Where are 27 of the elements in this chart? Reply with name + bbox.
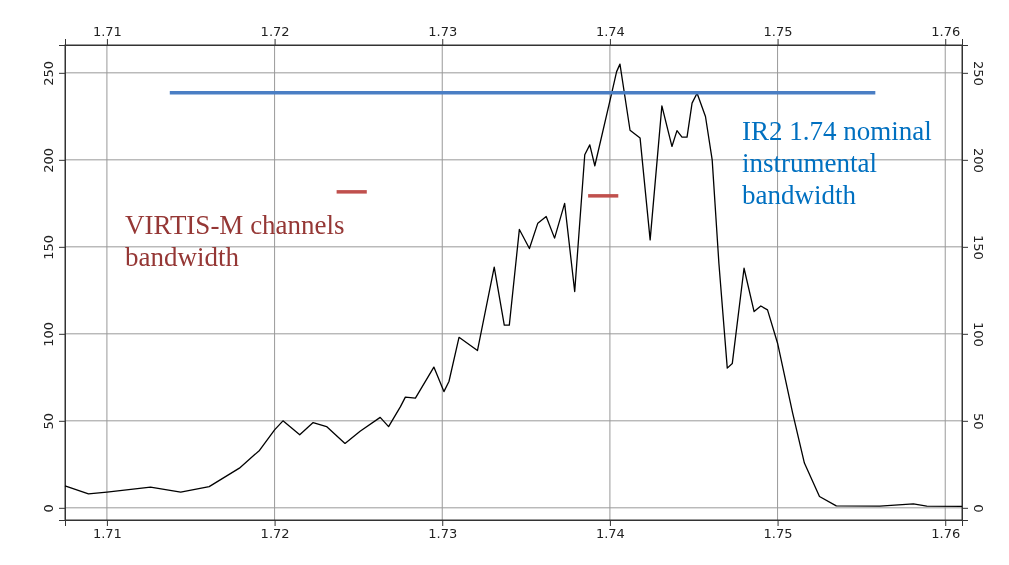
x-tick-label: 1.71 <box>92 526 122 542</box>
y-tick-label: 250 <box>41 60 56 86</box>
x2-tick-label: 1.72 <box>260 24 290 39</box>
annotation: IR2 1.74 nominal instrumental bandwidth <box>742 116 932 210</box>
x2-tick-label: 1.74 <box>595 24 625 39</box>
y2-tick-label: 250 <box>971 60 986 86</box>
y2-tick-label: 200 <box>971 147 986 173</box>
y-tick-label: 50 <box>41 413 56 430</box>
x-tick-label: 1.74 <box>595 526 625 542</box>
x-tick-label: 1.76 <box>931 526 961 542</box>
y-tick-label: 0 <box>41 504 56 513</box>
y-tick-label: 150 <box>41 234 56 260</box>
line-series <box>64 63 963 508</box>
y2-tick-label: 100 <box>971 321 986 347</box>
x-tick-label: 1.73 <box>428 526 458 542</box>
x-tick-label: 1.75 <box>763 526 793 542</box>
annotation: VIRTIS-M channels bandwidth <box>125 210 345 272</box>
x-tick-label: 1.72 <box>260 526 290 542</box>
x2-tick-label: 1.76 <box>931 24 961 39</box>
x2-tick-label: 1.73 <box>428 24 458 39</box>
y-tick-label: 200 <box>41 147 56 173</box>
x2-tick-label: 1.75 <box>763 24 793 39</box>
y-tick-label: 100 <box>41 321 56 347</box>
x2-tick-label: 1.71 <box>92 24 122 39</box>
y2-tick-label: 150 <box>971 234 986 260</box>
y2-tick-label: 50 <box>971 413 986 430</box>
y2-tick-label: 0 <box>971 504 986 513</box>
